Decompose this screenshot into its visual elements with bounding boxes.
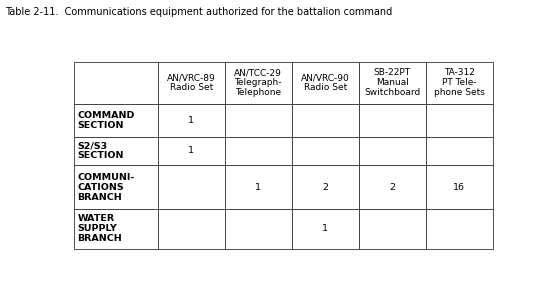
Text: AN/TCC-29
Telegraph-
Telephone: AN/TCC-29 Telegraph- Telephone: [234, 68, 282, 98]
Bar: [74, 165, 158, 209]
Bar: [225, 136, 292, 165]
Text: 1: 1: [255, 183, 261, 192]
Bar: [426, 104, 493, 136]
Text: WATER
SUPPLY
BRANCH: WATER SUPPLY BRANCH: [77, 214, 122, 243]
Bar: [426, 62, 493, 104]
Bar: [292, 62, 359, 104]
Bar: [158, 136, 225, 165]
Bar: [225, 62, 292, 104]
Bar: [74, 104, 158, 136]
Bar: [225, 209, 292, 249]
Bar: [74, 62, 158, 104]
Bar: [292, 165, 359, 209]
Bar: [158, 104, 225, 136]
Bar: [359, 62, 426, 104]
Bar: [158, 209, 225, 249]
Bar: [359, 209, 426, 249]
Bar: [292, 104, 359, 136]
Text: SB-22PT
Manual
Switchboard: SB-22PT Manual Switchboard: [364, 68, 420, 98]
Bar: [225, 165, 292, 209]
Bar: [74, 136, 158, 165]
Text: AN/VRC-89
Radio Set: AN/VRC-89 Radio Set: [167, 73, 216, 92]
Text: TA-312
PT Tele-
phone Sets: TA-312 PT Tele- phone Sets: [434, 68, 485, 98]
Text: 1: 1: [188, 116, 194, 125]
Text: 2: 2: [389, 183, 395, 192]
Bar: [359, 104, 426, 136]
Text: 16: 16: [453, 183, 465, 192]
Text: AN/VRC-90
Radio Set: AN/VRC-90 Radio Set: [301, 73, 350, 92]
Bar: [426, 165, 493, 209]
Text: COMMAND
SECTION: COMMAND SECTION: [77, 111, 135, 130]
Bar: [426, 136, 493, 165]
Text: 1: 1: [322, 224, 328, 233]
Bar: [292, 136, 359, 165]
Text: Table 2-11.  Communications equipment authorized for the battalion command: Table 2-11. Communications equipment aut…: [6, 7, 393, 17]
Text: 2: 2: [322, 183, 328, 192]
Bar: [359, 136, 426, 165]
Bar: [225, 104, 292, 136]
Bar: [426, 209, 493, 249]
Bar: [359, 165, 426, 209]
Text: S2/S3
SECTION: S2/S3 SECTION: [77, 142, 124, 160]
Bar: [74, 209, 158, 249]
Bar: [292, 209, 359, 249]
Text: COMMUNI-
CATIONS
BRANCH: COMMUNI- CATIONS BRANCH: [77, 173, 135, 202]
Text: 1: 1: [188, 146, 194, 155]
Bar: [158, 165, 225, 209]
Bar: [158, 62, 225, 104]
